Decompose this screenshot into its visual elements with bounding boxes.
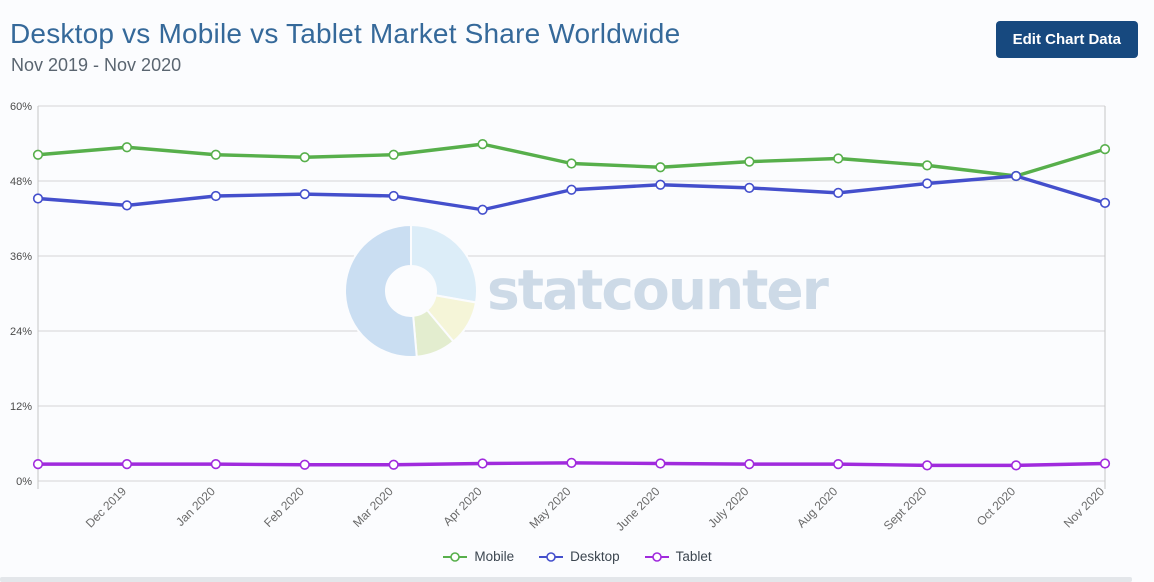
- data-point: [833, 153, 844, 164]
- data-point: [477, 139, 488, 150]
- page-title: Desktop vs Mobile vs Tablet Market Share…: [10, 18, 681, 49]
- data-point: [388, 190, 399, 202]
- data-point: [655, 162, 666, 173]
- watermark: statcounter: [344, 223, 831, 358]
- data-point: [1099, 144, 1111, 155]
- x-tick-label: Dec 2019: [83, 484, 129, 530]
- x-tick-label: Sept 2020: [881, 484, 930, 533]
- data-point: [922, 460, 933, 471]
- watermark-text: statcounter: [487, 258, 829, 322]
- data-point: [121, 459, 133, 470]
- legend-item-desktop[interactable]: Desktop: [538, 549, 620, 564]
- data-point: [566, 184, 577, 195]
- grid: 0% 12% 24% 36% 48% 60%: [10, 101, 1106, 489]
- x-tick-label: Feb 2020: [261, 484, 307, 530]
- data-point: [833, 187, 844, 198]
- data-point: [922, 178, 933, 189]
- x-tick-label: July 2020: [705, 484, 751, 530]
- legend-item-mobile[interactable]: Mobile: [442, 549, 514, 564]
- data-point: [655, 179, 666, 190]
- legend-label: Desktop: [570, 549, 620, 564]
- legend-label: Tablet: [675, 549, 712, 564]
- data-point: [922, 160, 933, 171]
- x-axis-labels: Dec 2019 Jan 2020 Feb 2020 Mar 2020 Apr 2020…: [83, 484, 1108, 534]
- data-point: [121, 142, 133, 153]
- x-tick-label: Oct 2020: [974, 484, 1019, 529]
- legend-marker-icon: [443, 551, 468, 562]
- watermark-donut-segment: [344, 223, 418, 358]
- data-point: [477, 204, 488, 215]
- x-tick-label: Nov 2020: [1061, 484, 1107, 530]
- y-tick-label: 48%: [10, 176, 32, 188]
- y-tick-label: 0%: [16, 476, 32, 488]
- x-tick-label: May 2020: [526, 484, 573, 531]
- watermark-donut-segment: [410, 223, 478, 304]
- x-tick-label: Apr 2020: [440, 484, 485, 529]
- data-point: [1099, 197, 1111, 208]
- data-point: [121, 200, 133, 211]
- y-tick-label: 36%: [10, 251, 32, 263]
- data-point: [744, 156, 755, 167]
- x-tick-label: Mar 2020: [350, 484, 396, 530]
- y-tick-label: 24%: [10, 326, 32, 338]
- watermark-logo-icon: [344, 223, 478, 358]
- series-desktop: [32, 170, 1111, 215]
- data-point: [299, 152, 310, 163]
- series-tablet: [32, 457, 1111, 471]
- y-tick-label: 60%: [10, 101, 32, 113]
- data-point: [1099, 458, 1111, 469]
- data-point: [210, 190, 221, 202]
- data-point: [833, 459, 844, 470]
- edit-chart-data-button[interactable]: Edit Chart Data: [995, 21, 1138, 58]
- data-point: [1010, 460, 1022, 471]
- legend: Mobile Desktop Tablet: [0, 549, 1154, 564]
- horizontal-scrollbar[interactable]: [0, 577, 1132, 582]
- legend-label: Mobile: [474, 549, 515, 564]
- x-tick-label: June 2020: [613, 484, 663, 534]
- data-point: [32, 149, 44, 160]
- data-point: [655, 458, 666, 469]
- data-point: [32, 459, 44, 470]
- x-tick-label: Aug 2020: [794, 484, 840, 530]
- legend-marker-icon: [644, 551, 669, 562]
- data-point: [1010, 170, 1022, 182]
- data-point: [32, 193, 44, 204]
- x-tick-label: Jan 2020: [173, 484, 218, 529]
- data-point: [299, 459, 310, 470]
- legend-item-tablet[interactable]: Tablet: [644, 549, 712, 564]
- data-point: [388, 149, 399, 160]
- data-point: [566, 158, 577, 169]
- data-point: [744, 182, 755, 193]
- series-mobile: [32, 139, 1111, 182]
- data-point: [210, 459, 221, 470]
- data-point: [299, 189, 310, 200]
- data-point: [388, 459, 399, 470]
- legend-marker-icon: [539, 551, 564, 562]
- data-point: [744, 459, 755, 470]
- y-tick-label: 12%: [10, 401, 32, 413]
- data-point: [210, 149, 221, 160]
- data-point: [566, 457, 577, 468]
- data-point: [477, 458, 488, 469]
- page-subtitle: Nov 2019 - Nov 2020: [11, 55, 182, 75]
